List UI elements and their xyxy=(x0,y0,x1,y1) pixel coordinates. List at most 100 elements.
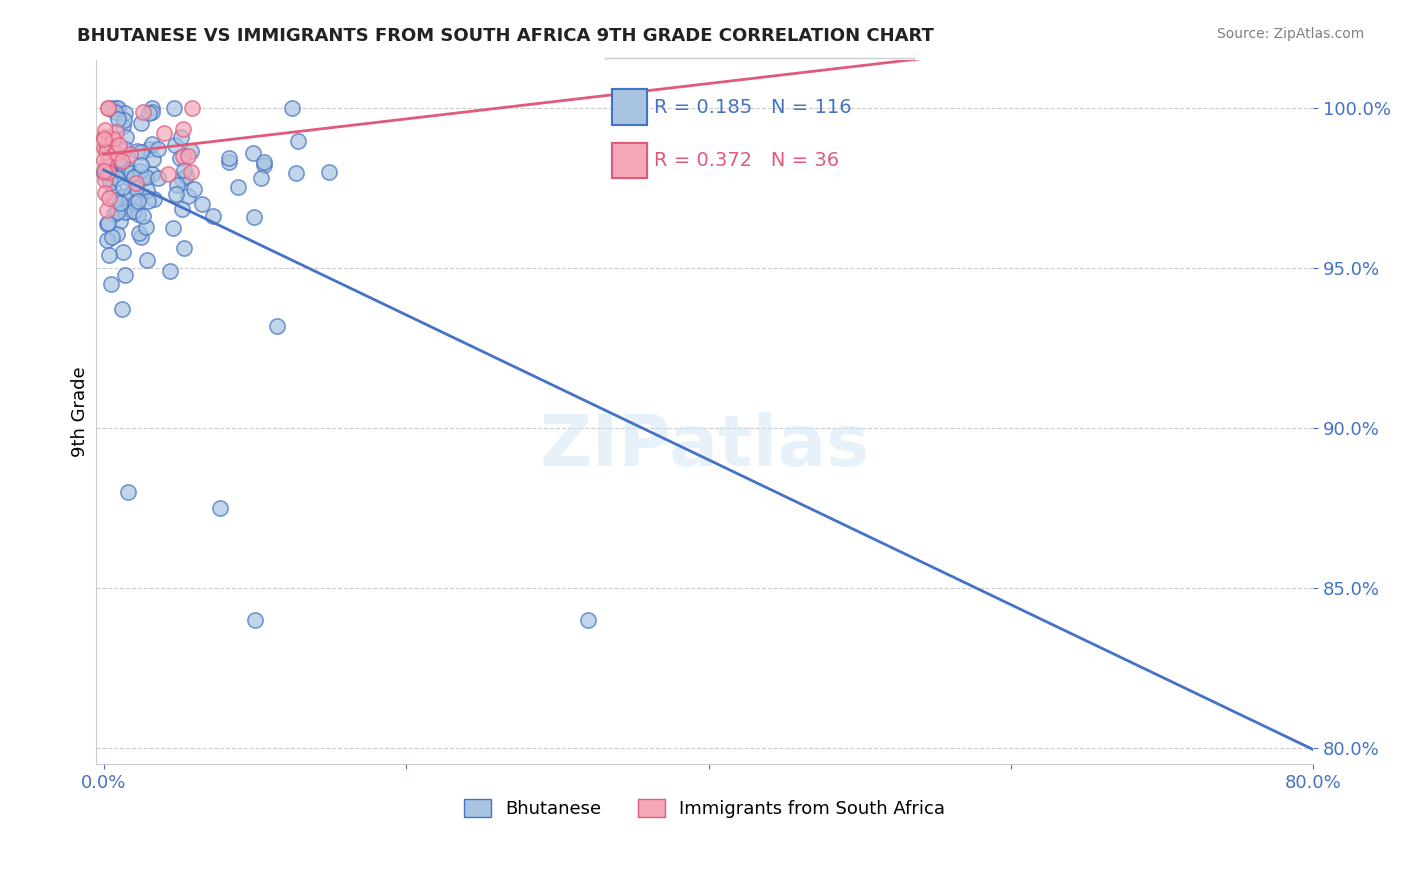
Bhutanese xyxy=(111,119,134,133)
Bhutanese xyxy=(110,156,132,170)
Bhutanese xyxy=(107,170,129,185)
Bhutanese xyxy=(284,166,307,180)
Bhutanese xyxy=(122,176,145,190)
Bhutanese xyxy=(159,264,181,278)
Bhutanese xyxy=(143,192,166,206)
Bhutanese xyxy=(172,172,194,186)
Immigrants from South Africa xyxy=(97,165,120,179)
Immigrants from South Africa xyxy=(172,148,194,162)
Immigrants from South Africa xyxy=(104,125,127,139)
Legend: Bhutanese, Immigrants from South Africa: Bhutanese, Immigrants from South Africa xyxy=(457,791,953,825)
Bhutanese xyxy=(287,134,309,148)
Bhutanese xyxy=(131,209,153,223)
Bhutanese xyxy=(162,220,184,235)
Immigrants from South Africa xyxy=(104,145,127,160)
Bhutanese xyxy=(138,142,160,156)
Bhutanese xyxy=(281,101,304,115)
Y-axis label: 9th Grade: 9th Grade xyxy=(72,367,89,457)
Immigrants from South Africa xyxy=(93,132,115,146)
Bhutanese xyxy=(138,106,160,120)
Bhutanese xyxy=(121,204,143,219)
Bhutanese xyxy=(136,253,159,268)
Bhutanese xyxy=(141,167,163,181)
Bhutanese xyxy=(118,190,141,204)
Bhutanese xyxy=(218,151,240,165)
Immigrants from South Africa xyxy=(111,154,134,169)
Bhutanese xyxy=(180,145,202,159)
Immigrants from South Africa xyxy=(98,191,121,205)
Immigrants from South Africa xyxy=(97,101,120,115)
Immigrants from South Africa xyxy=(94,123,117,137)
Immigrants from South Africa xyxy=(180,165,202,179)
Bhutanese xyxy=(201,210,224,224)
Bhutanese xyxy=(111,301,134,316)
Bhutanese xyxy=(253,158,276,172)
Bhutanese xyxy=(141,101,163,115)
Bhutanese xyxy=(129,158,152,172)
Bhutanese xyxy=(103,193,125,207)
Immigrants from South Africa xyxy=(107,138,129,153)
Bhutanese xyxy=(111,180,134,194)
Bhutanese xyxy=(136,194,159,208)
Bhutanese xyxy=(112,189,135,203)
Bhutanese xyxy=(124,196,146,211)
Bhutanese xyxy=(183,182,205,196)
Immigrants from South Africa xyxy=(172,122,194,136)
Bhutanese xyxy=(169,151,191,165)
Bhutanese xyxy=(101,230,124,244)
Bhutanese xyxy=(114,142,136,156)
Bhutanese xyxy=(129,116,152,130)
Bhutanese xyxy=(252,155,274,169)
Bhutanese xyxy=(96,216,118,230)
Bhutanese xyxy=(576,613,599,627)
Immigrants from South Africa xyxy=(94,186,117,200)
Bhutanese xyxy=(131,229,153,244)
Bhutanese xyxy=(93,166,115,180)
Immigrants from South Africa xyxy=(94,145,117,160)
Bhutanese xyxy=(242,145,264,160)
Bhutanese xyxy=(243,613,266,627)
Bhutanese xyxy=(97,248,120,262)
Bhutanese xyxy=(128,190,150,204)
Bhutanese xyxy=(105,101,128,115)
Bhutanese xyxy=(120,166,142,180)
Bhutanese xyxy=(218,155,240,169)
Bhutanese xyxy=(131,171,153,186)
Bhutanese xyxy=(128,163,150,178)
Immigrants from South Africa xyxy=(120,146,142,161)
Bhutanese xyxy=(318,164,340,178)
Text: ZIPatlas: ZIPatlas xyxy=(540,412,870,482)
Bhutanese xyxy=(142,152,165,166)
Bhutanese xyxy=(141,105,163,120)
Bhutanese xyxy=(107,101,129,115)
Bhutanese xyxy=(110,196,132,211)
Bhutanese xyxy=(96,233,118,247)
Bhutanese xyxy=(174,169,197,183)
Bhutanese xyxy=(114,205,136,219)
Bhutanese xyxy=(96,217,118,231)
Immigrants from South Africa xyxy=(96,203,118,218)
Bhutanese xyxy=(121,191,143,205)
Bhutanese xyxy=(107,112,129,127)
Bhutanese xyxy=(148,142,170,156)
Immigrants from South Africa xyxy=(180,101,202,115)
Bhutanese xyxy=(122,169,145,184)
Immigrants from South Africa xyxy=(104,146,127,161)
Bhutanese xyxy=(112,112,135,127)
Bhutanese xyxy=(104,105,127,120)
Bhutanese xyxy=(169,130,191,145)
Bhutanese xyxy=(136,183,159,197)
Immigrants from South Africa xyxy=(177,149,200,163)
Immigrants from South Africa xyxy=(93,163,115,178)
Bhutanese xyxy=(114,268,136,282)
Bhutanese xyxy=(111,244,134,259)
Immigrants from South Africa xyxy=(101,140,124,154)
Bhutanese xyxy=(170,202,193,216)
Bhutanese xyxy=(120,171,142,186)
Bhutanese xyxy=(129,145,152,159)
Bhutanese xyxy=(266,318,288,333)
Bhutanese xyxy=(165,137,187,152)
Bhutanese xyxy=(114,129,136,144)
Bhutanese xyxy=(173,241,195,255)
Bhutanese xyxy=(190,197,212,211)
